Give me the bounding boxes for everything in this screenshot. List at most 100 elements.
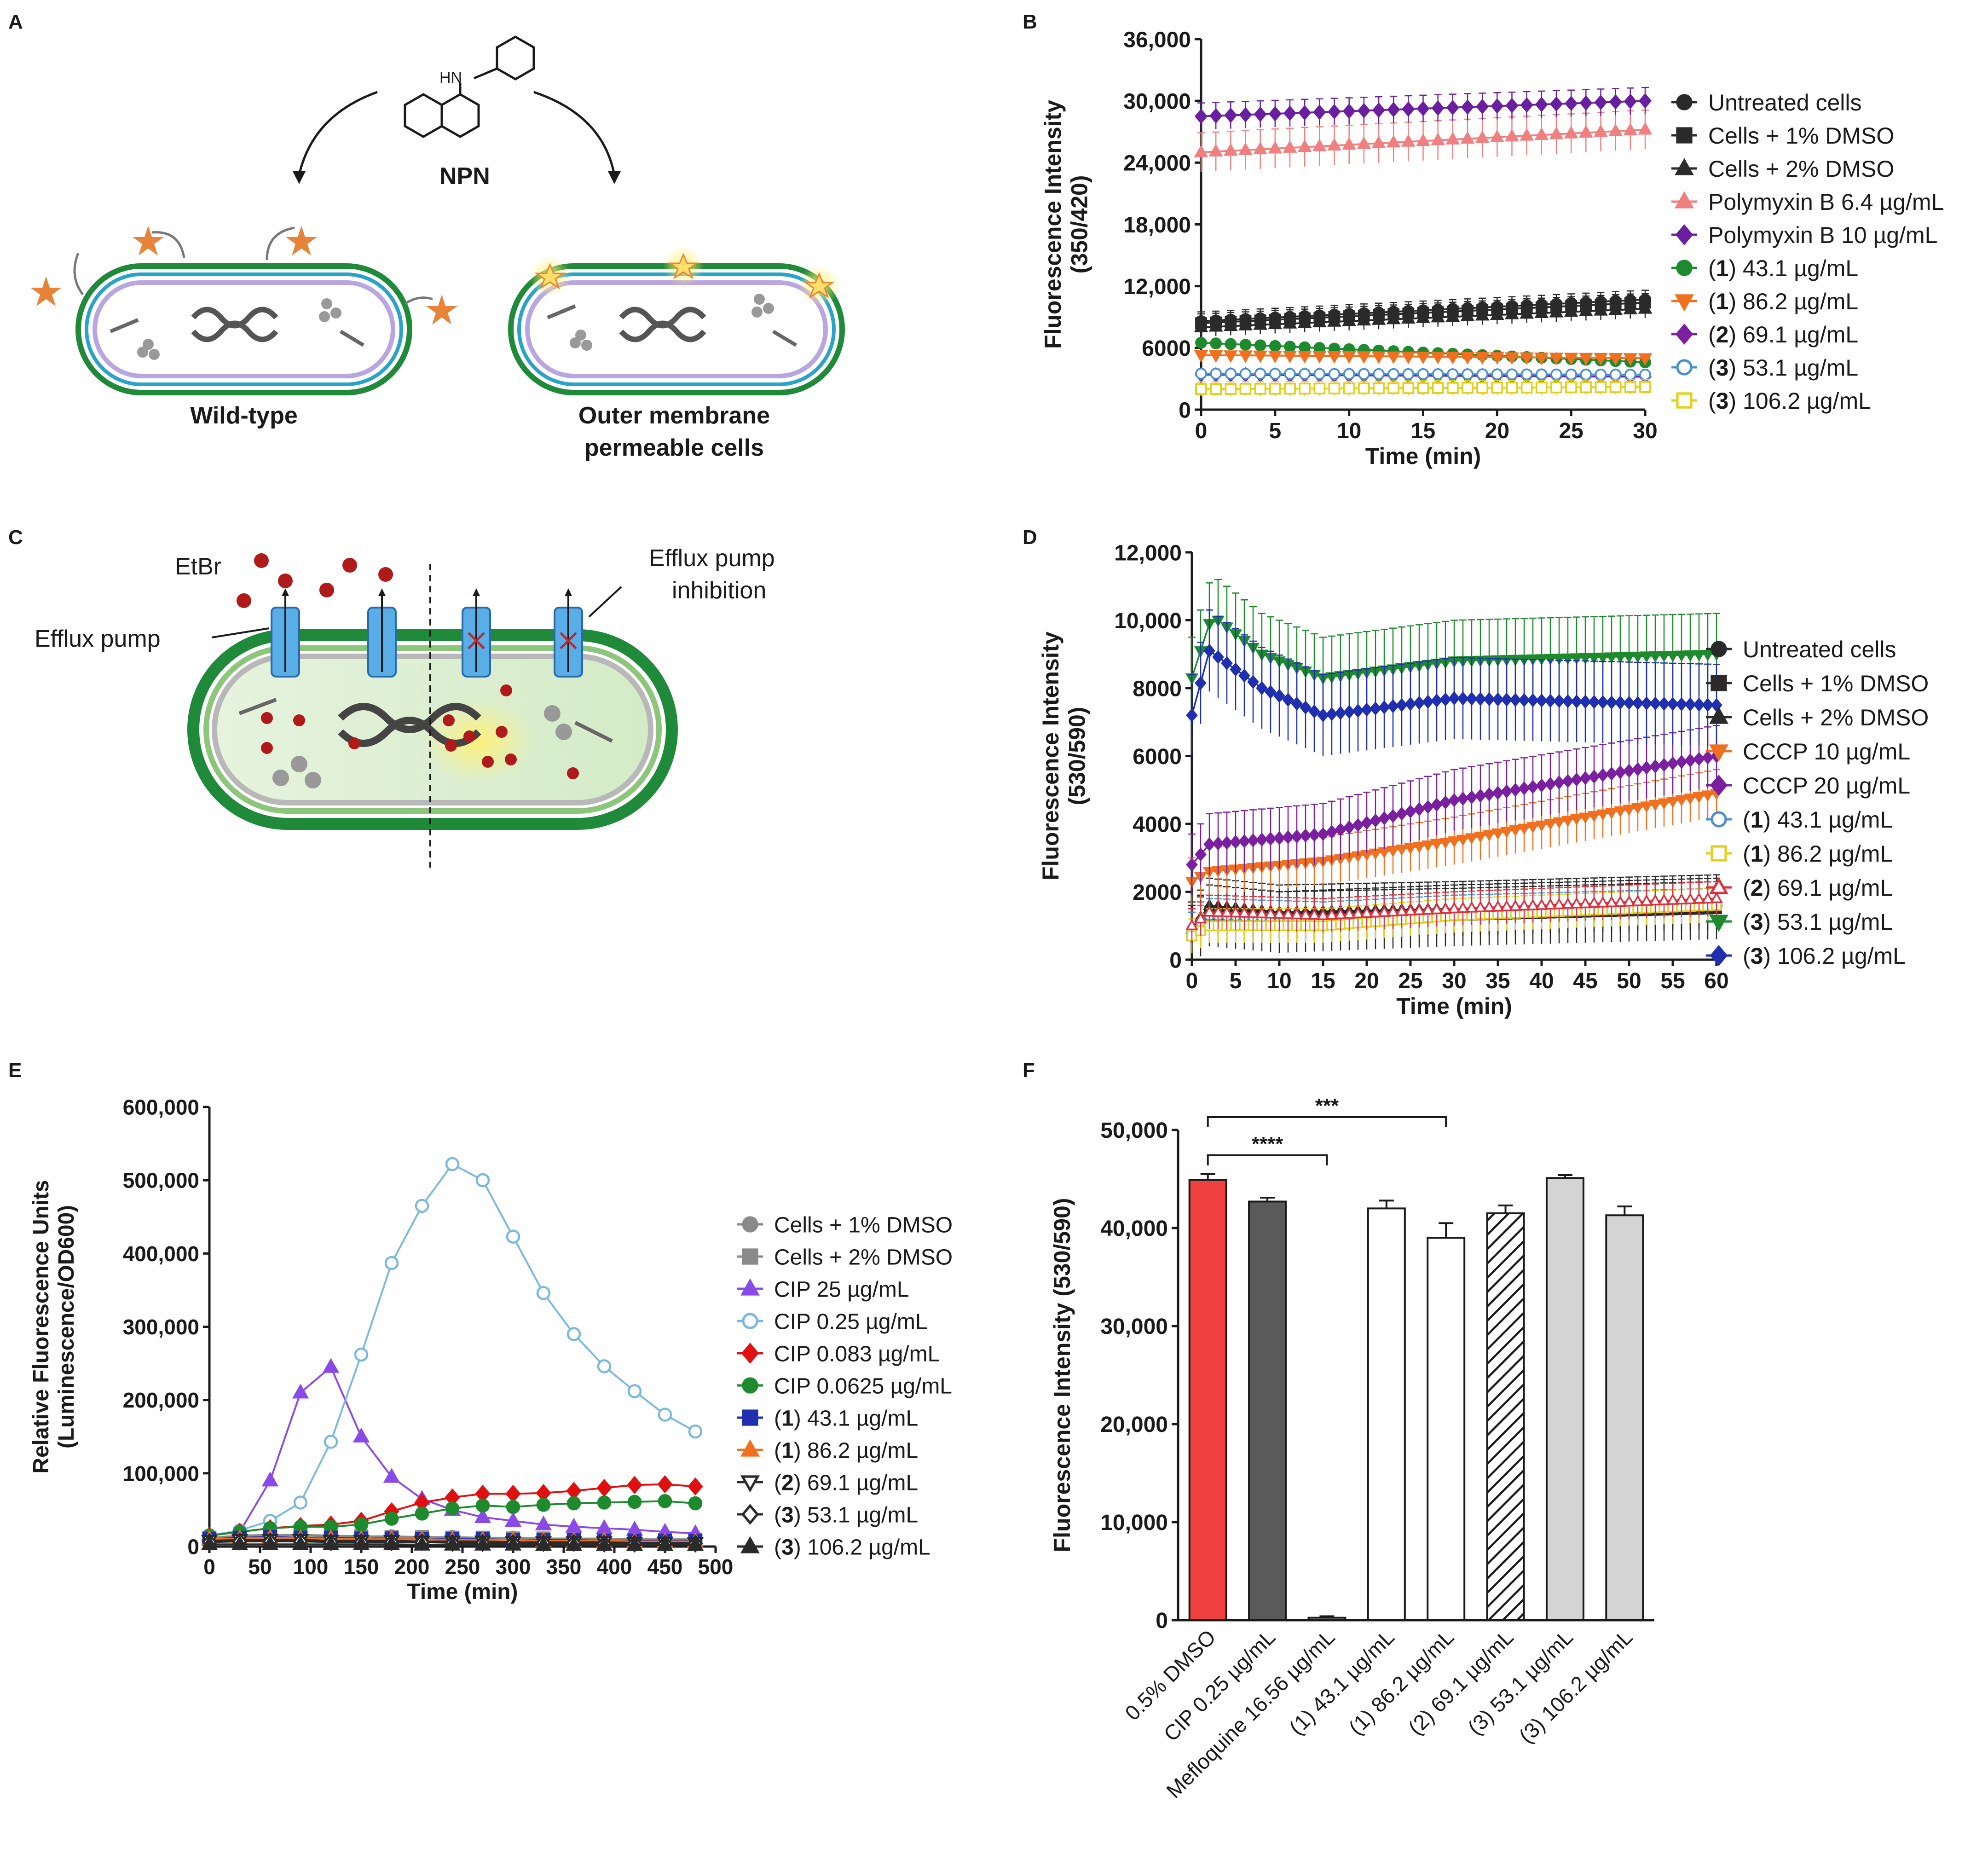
chart-panel-e: 0 100,000 200,000 300,000 400,000 500,000 600,…: [29, 1095, 953, 1604]
legend-entry: Untreated cells: [1706, 637, 1896, 662]
data-point: [1299, 341, 1311, 353]
data-point: [1208, 144, 1223, 157]
data-point: [1641, 696, 1653, 711]
data-point: [292, 1535, 309, 1550]
data-point: [1264, 907, 1277, 919]
data-point: [1490, 352, 1504, 365]
category-label: (3) 53.1 µg/mL: [1463, 1625, 1578, 1739]
legend-marker: [742, 1409, 758, 1426]
data-point: [1439, 838, 1452, 849]
x-tick-label: 300: [496, 1555, 531, 1579]
legend-entry: Cells + 2% DMSO: [1706, 705, 1929, 730]
data-point: [1597, 768, 1609, 782]
data-point: [1223, 143, 1238, 156]
x-tick-label: 400: [597, 1555, 632, 1579]
data-point: [1624, 368, 1636, 381]
data-point: [1268, 106, 1282, 122]
data-point: [597, 1495, 612, 1510]
data-point: [1605, 808, 1618, 819]
data-point: [1413, 695, 1425, 710]
data-point: [1416, 310, 1430, 323]
data-point: [1624, 93, 1637, 110]
x-tick-label: 0: [203, 1555, 215, 1579]
data-point: [1675, 893, 1688, 904]
y-tick-label: 400,000: [123, 1242, 199, 1266]
legend-label: (2) 69.1 µg/mL: [774, 1471, 918, 1495]
data-point: [1194, 145, 1208, 157]
data-point: [1358, 368, 1370, 380]
bar: [1605, 1214, 1644, 1622]
x-tick-label: 150: [344, 1555, 379, 1579]
data-point: [1684, 794, 1697, 805]
data-point: [1570, 897, 1583, 909]
data-point: [1658, 798, 1670, 810]
data-point: [1505, 352, 1519, 365]
y-tick-label: 10,000: [1100, 1511, 1168, 1535]
data-point: [1432, 382, 1444, 394]
npn-molecule-icon: [404, 35, 535, 138]
y-tick-label: 6000: [1133, 745, 1182, 769]
data-point: [1194, 912, 1207, 924]
data-point: [1658, 696, 1670, 711]
data-point: [1387, 382, 1400, 394]
data-point: [1649, 894, 1662, 906]
data-point: [1702, 750, 1714, 765]
data-point: [1534, 127, 1549, 140]
y-tick-label: 600,000: [123, 1095, 199, 1119]
legend-marker: [1711, 675, 1727, 691]
y-tick-label: 8000: [1133, 677, 1182, 701]
y-tick-label: 200,000: [123, 1388, 199, 1412]
data-point: [1401, 351, 1416, 365]
data-point: [1431, 100, 1445, 116]
efflux-pump-label: Efflux pump: [35, 626, 161, 652]
legend-marker: [1676, 94, 1693, 110]
data-point: [1317, 827, 1329, 841]
data-point: [1299, 368, 1311, 380]
legend-label-suffix: ) 69.1 µg/mL: [1728, 322, 1858, 348]
data-point: [1606, 766, 1618, 781]
data-point: [1343, 820, 1355, 834]
data-point: [1520, 382, 1533, 394]
legend-label-prefix: (: [1708, 255, 1716, 281]
data-point: [1334, 908, 1347, 919]
legend-label: (1) 43.1 µg/mL: [1743, 807, 1893, 833]
data-point: [1417, 382, 1429, 394]
data-point: [1649, 696, 1661, 711]
x-tick-label: 250: [445, 1555, 480, 1579]
data-point: [1221, 835, 1233, 850]
data-point: [1328, 104, 1341, 120]
data-point: [1269, 368, 1281, 380]
data-point: [1404, 804, 1416, 819]
data-point: [1579, 653, 1592, 665]
legend-label-number: 1: [781, 1438, 794, 1463]
data-point: [1562, 774, 1574, 788]
legend-label: Untreated cells: [1743, 637, 1896, 662]
data-point: [1534, 352, 1549, 365]
x-tick-label: 15: [1411, 419, 1435, 443]
data-point: [261, 1472, 279, 1487]
data-point: [383, 1535, 400, 1550]
legend-marker: [1709, 707, 1728, 724]
data-point: [1474, 788, 1486, 803]
legend-marker: [1675, 191, 1694, 209]
data-point: [1417, 368, 1429, 380]
data-point: [1273, 831, 1285, 845]
x-tick-label: 40: [1529, 969, 1554, 993]
data-point: [1614, 652, 1627, 664]
data-point: [1445, 309, 1460, 322]
data-point: [1491, 828, 1504, 840]
data-point: [1483, 900, 1496, 912]
legend-label-suffix: ) 86.2 µg/mL: [794, 1438, 918, 1463]
legend-label-number: 3: [1751, 943, 1763, 969]
efflux-pointer: [211, 627, 270, 638]
data-point: [1588, 896, 1601, 908]
data-point: [1335, 823, 1347, 837]
data-point: [1640, 801, 1653, 813]
data-point: [1282, 693, 1294, 707]
legend-label-suffix: ) 86.2 µg/mL: [1763, 841, 1893, 867]
legend-marker: [1676, 392, 1693, 409]
data-point: [1195, 676, 1207, 690]
y-tick-label: 0: [1169, 948, 1182, 973]
data-point: [1623, 353, 1638, 366]
data-point: [1361, 702, 1373, 717]
